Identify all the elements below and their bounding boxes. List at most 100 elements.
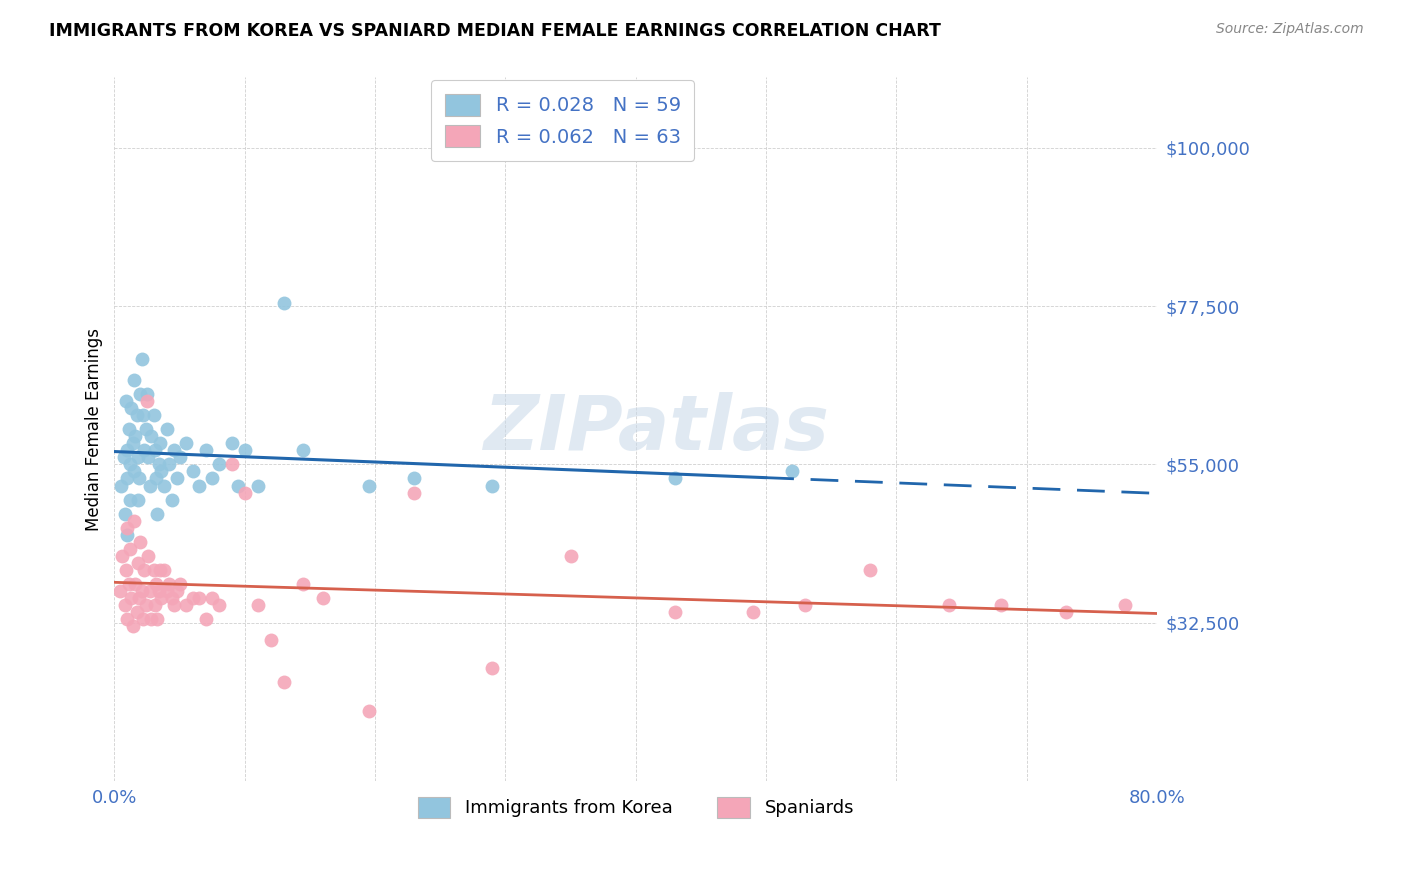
Point [292,443,315,458]
Point [122,465,145,479]
Point [146,507,169,521]
Point [114,598,136,612]
Point [129,387,152,401]
Point [174,436,197,450]
Point [780,465,803,479]
Point [181,465,204,479]
Point [138,584,160,599]
Point [135,598,157,612]
Point [226,478,249,492]
Point [128,471,150,485]
Point [131,351,153,366]
Point [117,527,139,541]
Point [938,598,960,612]
Point [201,591,224,605]
Point [201,471,224,485]
Point [114,507,136,521]
Point [134,443,156,458]
Point [155,584,177,599]
Point [125,605,148,619]
Point [149,436,172,450]
Point [112,450,135,465]
Point [357,478,380,492]
Point [136,394,159,409]
Point [121,436,143,450]
Point [153,563,176,577]
Point [127,492,149,507]
Point [129,534,152,549]
Point [246,598,269,612]
Point [124,577,146,591]
Point [115,394,138,409]
Point [122,514,145,528]
Point [1114,598,1136,612]
Point [117,612,139,626]
Point [127,556,149,570]
Point [990,598,1012,612]
Point [142,408,165,422]
Legend: Immigrants from Korea, Spaniards: Immigrants from Korea, Spaniards [411,789,860,825]
Point [157,577,180,591]
Point [148,584,170,599]
Point [153,478,176,492]
Point [233,485,256,500]
Point [664,471,686,485]
Point [208,458,231,472]
Point [118,577,141,591]
Point [166,584,188,599]
Point [143,443,166,458]
Point [312,591,335,605]
Point [148,458,170,472]
Point [118,458,141,472]
Point [233,443,256,458]
Point [124,429,146,443]
Point [404,485,426,500]
Point [120,591,142,605]
Point [163,598,186,612]
Point [117,471,139,485]
Point [160,591,183,605]
Point [122,373,145,387]
Point [110,478,132,492]
Point [118,422,141,436]
Point [481,478,503,492]
Point [357,704,380,718]
Point [169,450,191,465]
Point [120,401,142,416]
Point [194,612,217,626]
Point [742,605,765,619]
Point [111,549,134,563]
Y-axis label: Median Female Earnings: Median Female Earnings [86,327,103,531]
Point [118,541,141,556]
Point [859,563,882,577]
Point [163,443,186,458]
Point [115,563,138,577]
Point [117,443,139,458]
Point [404,471,426,485]
Point [260,633,283,648]
Point [481,661,503,675]
Point [117,521,139,535]
Point [273,675,295,690]
Point [155,422,177,436]
Point [221,458,243,472]
Point [127,450,149,465]
Point [292,577,315,591]
Point [131,584,153,599]
Point [149,563,172,577]
Point [139,429,162,443]
Point [157,458,180,472]
Point [136,387,159,401]
Point [166,471,188,485]
Point [188,478,211,492]
Point [118,492,141,507]
Point [181,591,204,605]
Point [145,577,167,591]
Point [146,612,169,626]
Text: IMMIGRANTS FROM KOREA VS SPANIARD MEDIAN FEMALE EARNINGS CORRELATION CHART: IMMIGRANTS FROM KOREA VS SPANIARD MEDIAN… [49,22,941,40]
Point [1054,605,1077,619]
Point [208,598,231,612]
Point [135,422,157,436]
Point [560,549,582,563]
Point [273,295,295,310]
